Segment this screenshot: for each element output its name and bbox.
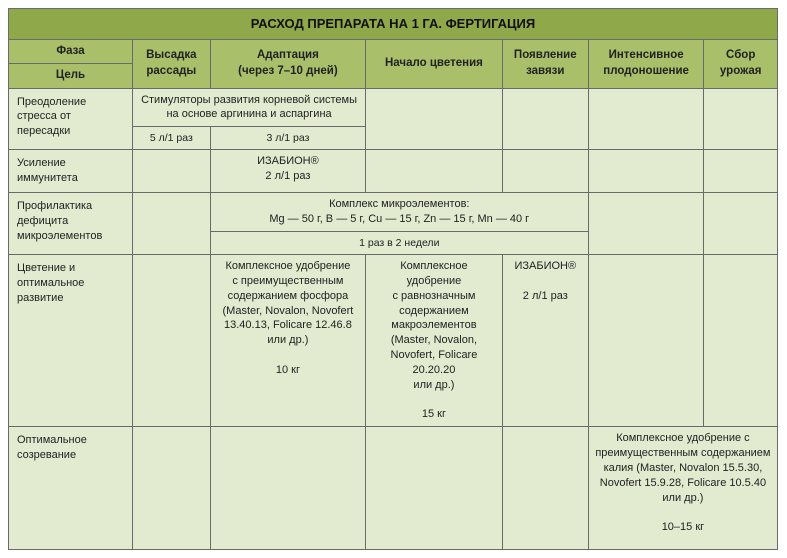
cell-empty [588,88,704,150]
table-title: РАСХОД ПРЕПАРАТА НА 1 ГА. ФЕРТИГАЦИЯ [9,9,778,40]
cell-empty [502,88,588,150]
cell-empty [502,150,588,193]
cell-empty [366,150,503,193]
header-seedling: Высадка рассады [132,39,210,88]
cell-micro-freq: 1 раз в 2 недели [210,231,588,254]
cell-flower-adapt: Комплексное удобрение с преимущественным… [210,254,365,426]
cell-stress-dose-a: 5 л/1 раз [132,127,210,150]
cell-empty [588,254,704,426]
cell-flower-ovary: ИЗАБИОН® 2 л/1 раз [502,254,588,426]
cell-empty [704,150,778,193]
header-flowering: Начало цветения [366,39,503,88]
cell-empty [132,193,210,255]
cell-empty [588,193,704,255]
cell-empty [704,88,778,150]
cell-empty [704,193,778,255]
cell-stress-stim: Стимуляторы развития корневой системы на… [132,88,365,127]
cell-stress-dose-b: 3 л/1 раз [210,127,365,150]
cell-empty [132,427,210,550]
cell-empty [132,150,210,193]
cell-empty [132,254,210,426]
header-phase: Фаза [9,39,133,64]
header-ovary: Появление завязи [502,39,588,88]
cell-micro-complex: Комплекс микроэлементов: Mg — 50 г, B — … [210,193,588,232]
cell-flower-flower: Комплексное удобрение с равнозначным сод… [366,254,503,426]
cell-empty [588,150,704,193]
goal-immunity: Усиление иммунитета [9,150,133,193]
fertigation-table: РАСХОД ПРЕПАРАТА НА 1 ГА. ФЕРТИГАЦИЯ Фаз… [8,8,778,550]
goal-stress: Преодоление стресса от пересадки [9,88,133,150]
header-goal: Цель [9,64,133,89]
goal-ripen: Оптимальное созревание [9,427,133,550]
goal-flower: Цветение и оптимальное развитие [9,254,133,426]
header-harvest: Сбор урожая [704,39,778,88]
header-adapt: Адаптация (через 7–10 дней) [210,39,365,88]
goal-micro: Профилактика дефицита микроэлементов [9,193,133,255]
cell-empty [210,427,365,550]
cell-empty [502,427,588,550]
header-fruiting: Интенсивное плодоношение [588,39,704,88]
cell-ripen-fruit: Комплексное удобрение с преимущественным… [588,427,777,550]
cell-immunity: ИЗАБИОН® 2 л/1 раз [210,150,365,193]
cell-empty [366,88,503,150]
cell-empty [366,427,503,550]
cell-empty [704,254,778,426]
